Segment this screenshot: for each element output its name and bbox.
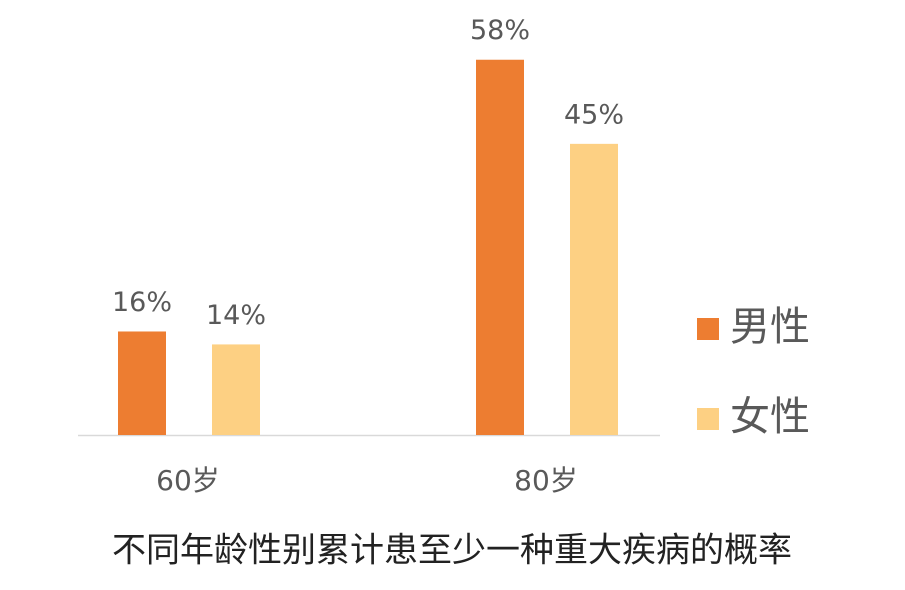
legend-label: 女性 bbox=[730, 394, 810, 440]
legend-swatch bbox=[697, 408, 719, 430]
value-label: 16% bbox=[112, 287, 172, 318]
bar bbox=[476, 59, 524, 436]
chart-title: 不同年龄性别累计患至少一种重大疾病的概率 bbox=[112, 531, 792, 571]
bar bbox=[212, 344, 260, 435]
x-tick-label: 60岁 bbox=[156, 464, 220, 497]
x-tick-label: 80岁 bbox=[514, 464, 578, 497]
bar bbox=[118, 331, 166, 435]
value-label: 45% bbox=[564, 99, 624, 130]
value-label: 14% bbox=[206, 300, 266, 331]
bar bbox=[570, 143, 618, 435]
legend-swatch bbox=[697, 318, 719, 340]
value-label: 58% bbox=[470, 15, 530, 46]
legend-label: 男性 bbox=[730, 304, 810, 350]
